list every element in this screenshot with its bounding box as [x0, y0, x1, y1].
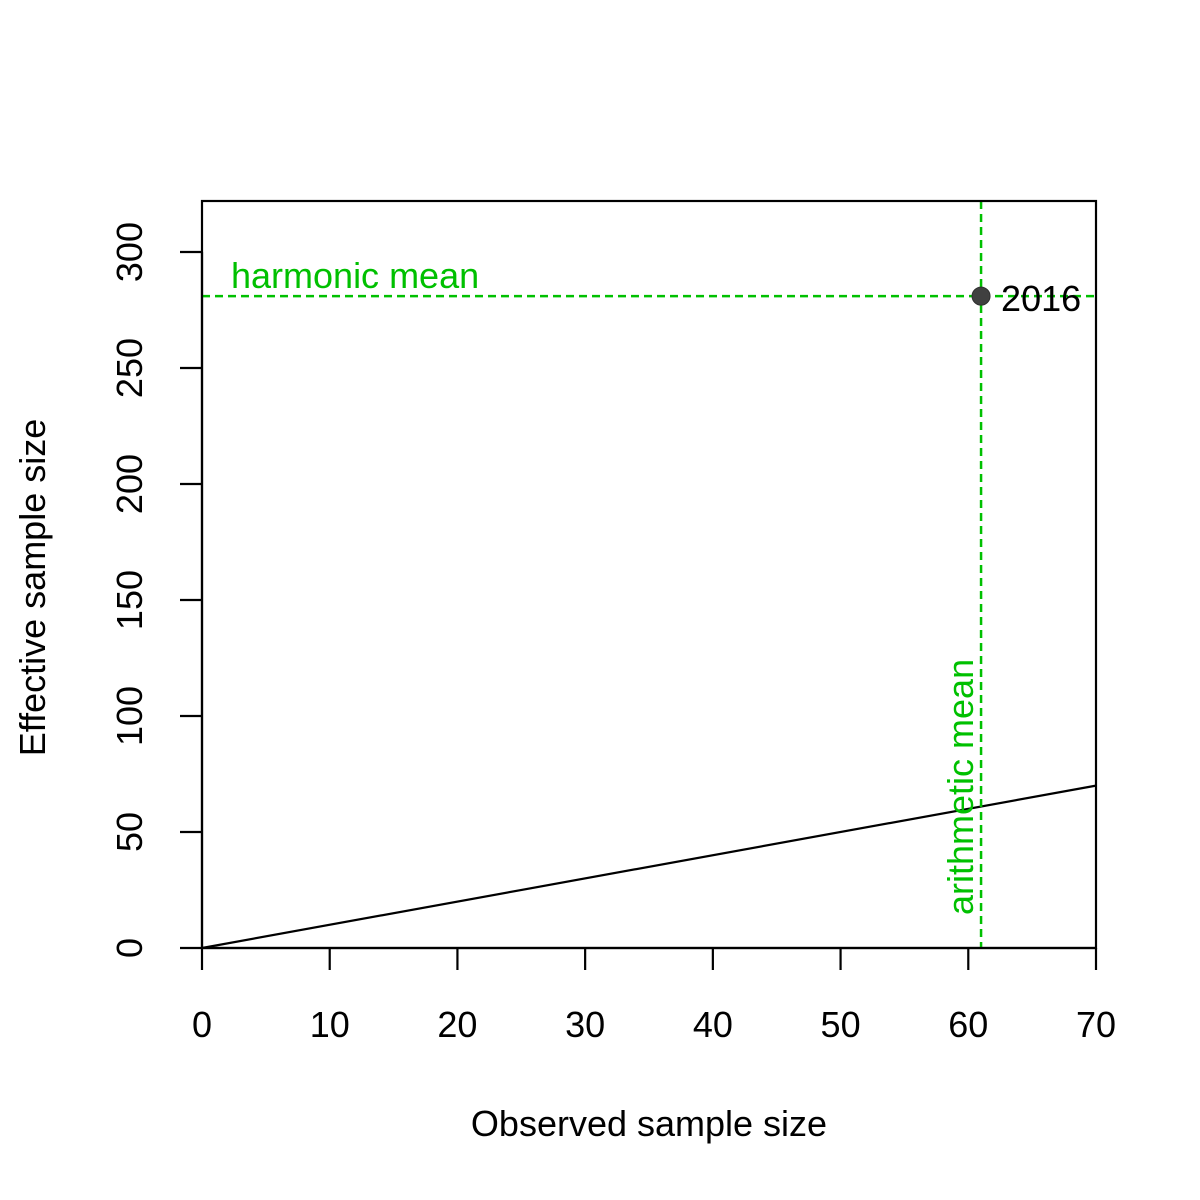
y-axis: 0 50 100 150 200 250 300 — [109, 222, 204, 958]
y-tick-label: 250 — [109, 338, 150, 398]
x-tick-label: 0 — [192, 1004, 212, 1045]
reference-line — [201, 784, 1097, 950]
y-tick-label: 0 — [109, 938, 150, 958]
x-axis: 0 10 20 30 40 50 60 70 — [192, 946, 1116, 1045]
y-tick-label: 50 — [109, 812, 150, 852]
x-tick-label: 60 — [948, 1004, 988, 1045]
arithmetic-mean-label: arithmetic mean — [940, 659, 981, 915]
data-point-label: 2016 — [1001, 278, 1081, 319]
harmonic-mean-label: harmonic mean — [231, 255, 479, 296]
y-tick-label: 300 — [109, 222, 150, 282]
y-tick-label: 200 — [109, 454, 150, 514]
y-axis-title: Effective sample size — [12, 419, 53, 756]
x-axis-title: Observed sample size — [471, 1103, 827, 1144]
x-tick-label: 30 — [565, 1004, 605, 1045]
x-tick-label: 10 — [310, 1004, 350, 1045]
y-tick-label: 150 — [109, 570, 150, 630]
data-point — [971, 286, 991, 306]
plot-frame — [200, 199, 1098, 950]
plot-content: harmonic mean arithmetic mean 2016 — [201, 201, 1097, 950]
x-tick-label: 50 — [821, 1004, 861, 1045]
x-tick-label: 70 — [1076, 1004, 1116, 1045]
x-tick-label: 20 — [437, 1004, 477, 1045]
y-tick-label: 100 — [109, 686, 150, 746]
x-tick-label: 40 — [693, 1004, 733, 1045]
